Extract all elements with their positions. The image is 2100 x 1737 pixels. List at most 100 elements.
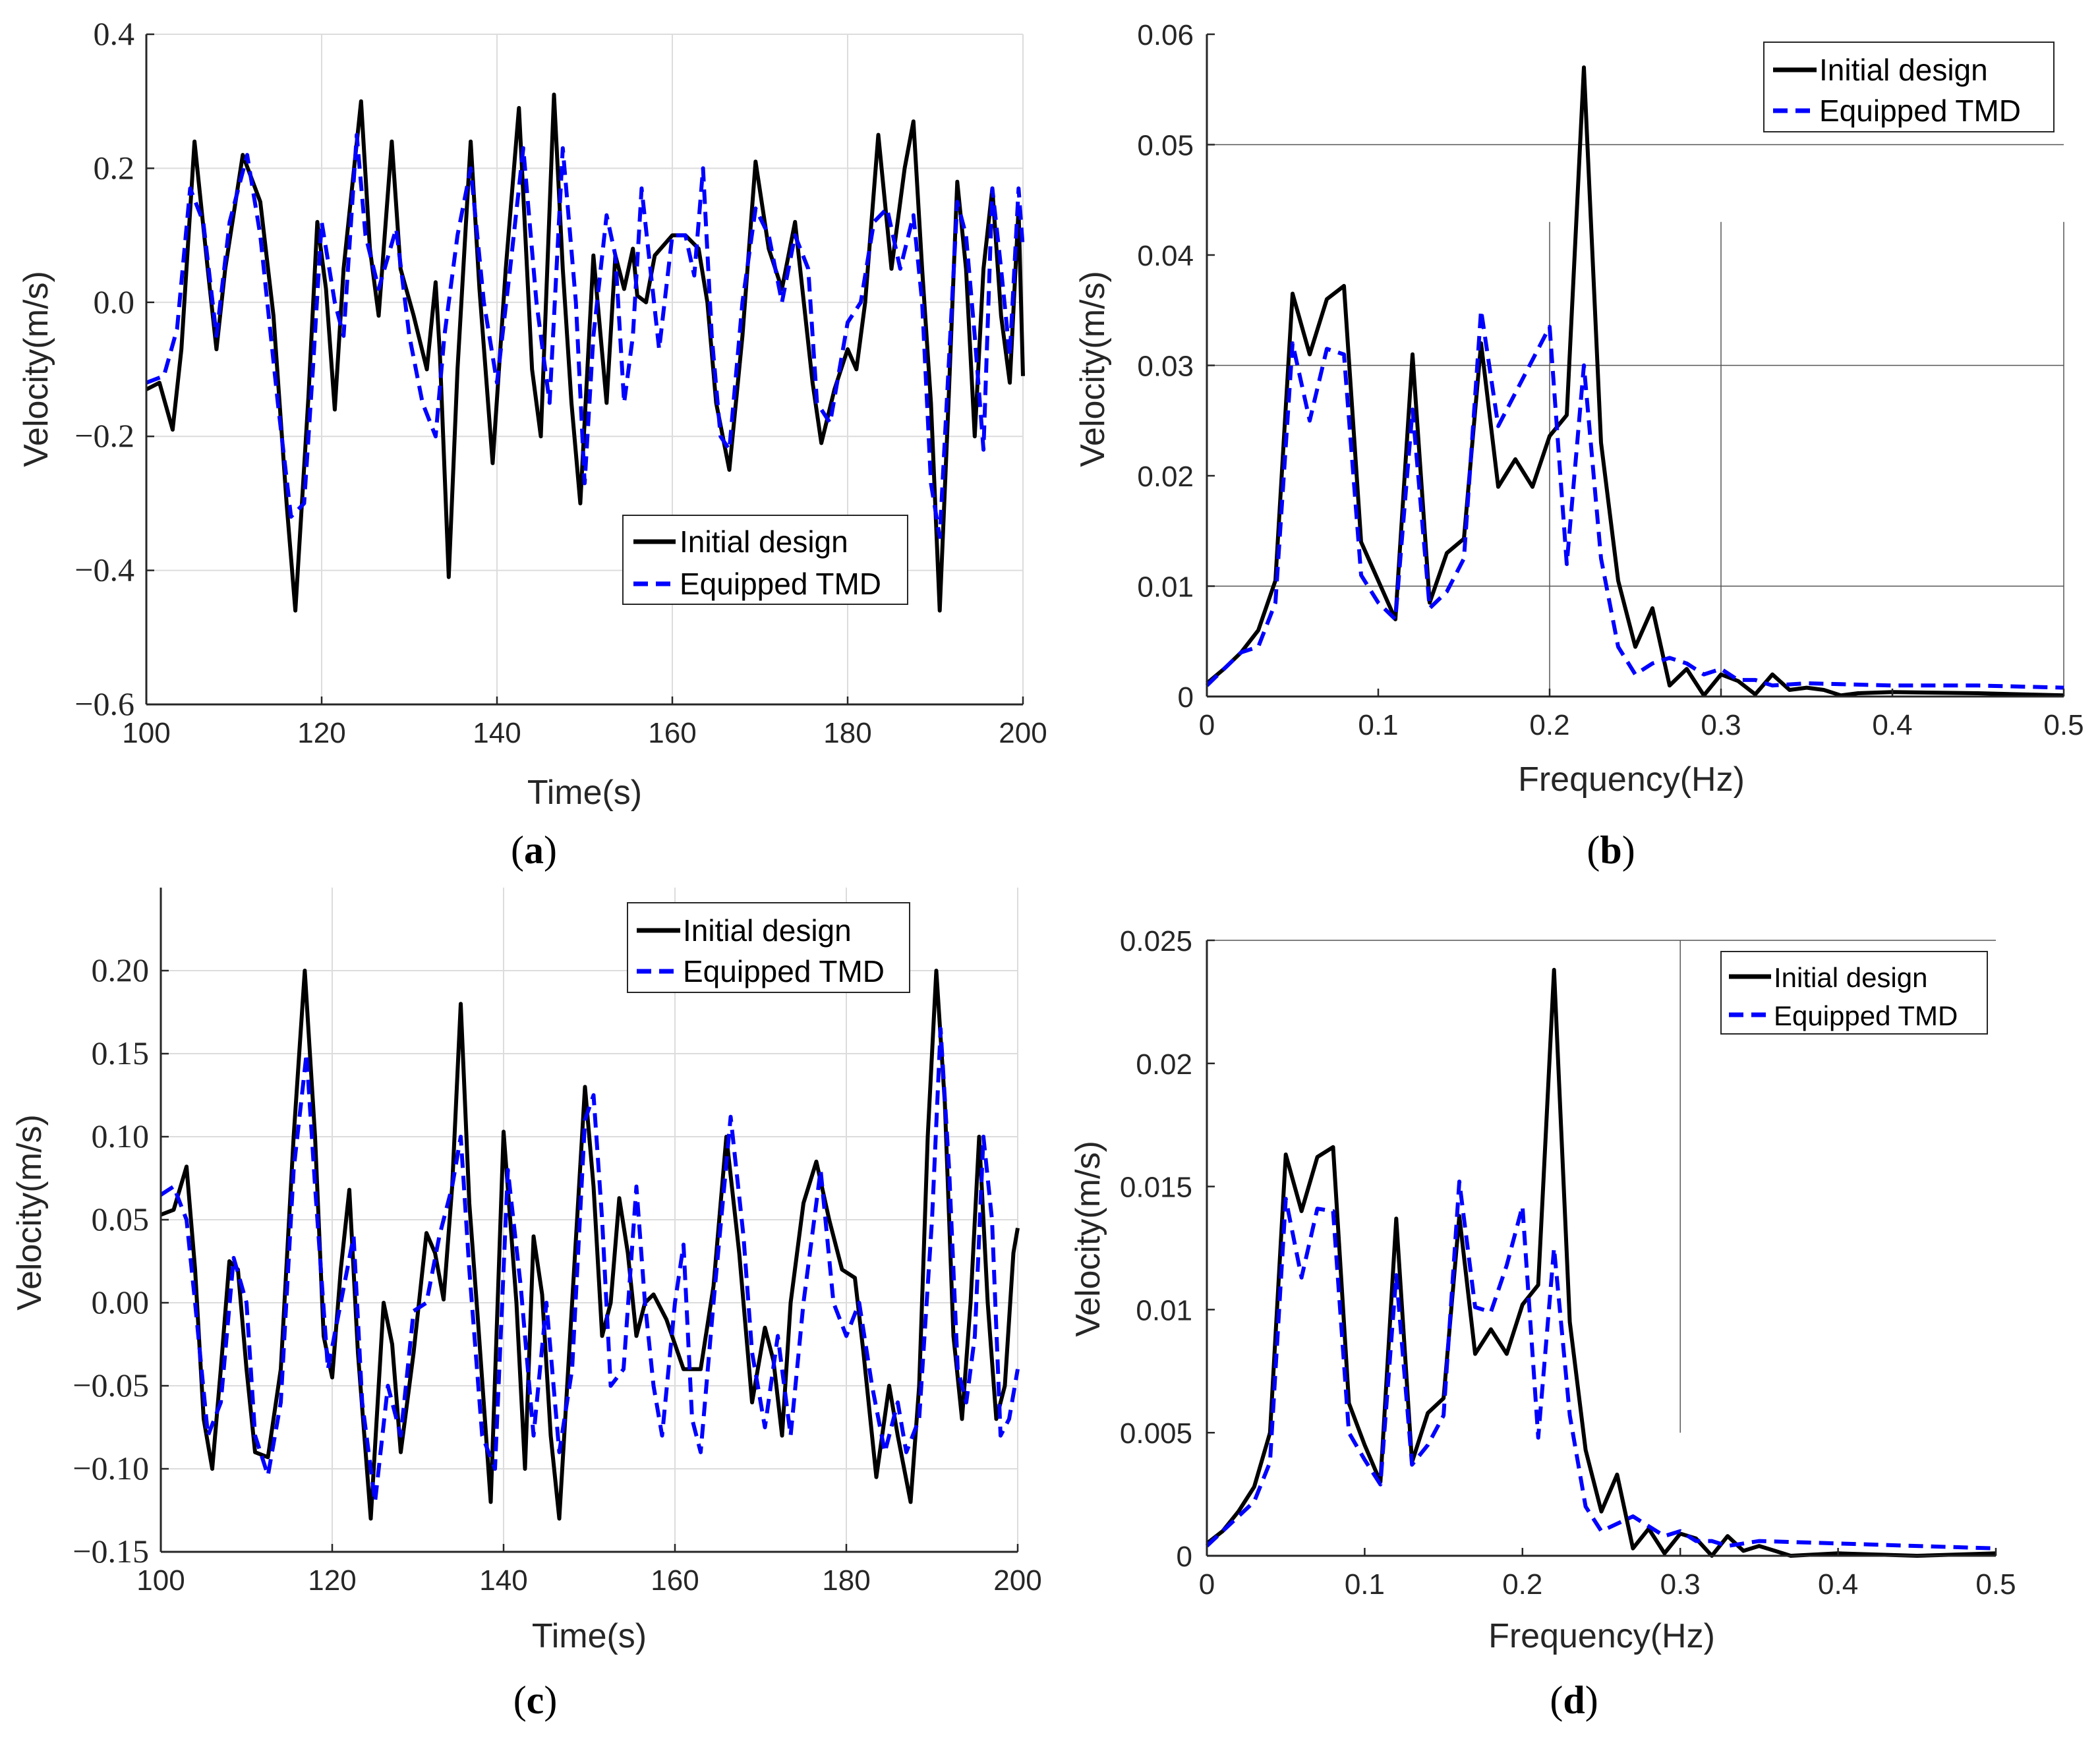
- caption-c: (c): [513, 1678, 558, 1722]
- axes-d: [1206, 940, 1996, 1557]
- x-tick-label-d-2: 0.2: [1502, 1568, 1542, 1601]
- ticks-b: 0 0.1 0.2 0.3 0.4 0.5 0 0.01 0.02 0.03 0.04 0.05 0.0…: [1137, 19, 2084, 741]
- legend-label-tmd-d: Equipped TMD: [1774, 1000, 1958, 1031]
- legend-label-tmd-b: Equipped TMD: [1819, 94, 2021, 128]
- x-tick-label-b-2: 0.2: [1529, 709, 1569, 741]
- axes-a: [145, 34, 1023, 706]
- x-tick-label-a-1: 120: [297, 717, 345, 749]
- panel-b: 0 0.1 0.2 0.3 0.4 0.5 0 0.01 0.02 0.03 0.04 0.05 0.0…: [1074, 19, 2084, 872]
- caption-letter-c: c: [527, 1678, 544, 1722]
- y-tick-label-c-4: 0.05: [92, 1201, 150, 1238]
- legend-d: Initial design Equipped TMD: [1720, 951, 1988, 1035]
- legend-a: Initial design Equipped TMD: [622, 515, 908, 605]
- y-tick-label-c-3: 0.00: [92, 1284, 150, 1321]
- legend-b: Initial design Equipped TMD: [1763, 42, 2055, 132]
- ticks-c: 100 120 140 160 180 200 −0.15 −0.10 −0.05 0.00 0.0…: [73, 952, 1041, 1597]
- series-initial-design-d: [1206, 967, 1997, 1558]
- ticks-a: 100 120 140 160 180 200 −0.6 −0.4 −0.2 0.0 0.2 0.4: [74, 15, 1047, 749]
- series-group-a: [145, 92, 1025, 613]
- x-axis-label-b: Frequency(Hz): [1518, 760, 1745, 799]
- y-axis-label-a: Velocity(m/s): [17, 271, 55, 467]
- series-initial-design-a: [145, 92, 1025, 613]
- ticks-d: 0 0.1 0.2 0.3 0.4 0.5 0 0.005 0.01 0.015 0.02 0.025: [1120, 925, 2016, 1601]
- x-tick-label-b-0: 0: [1199, 709, 1215, 741]
- legend-box-b: [1763, 42, 2055, 132]
- y-tick-label-b-0: 0: [1178, 681, 1194, 714]
- y-tick-label-a-0: −0.6: [74, 685, 134, 722]
- y-tick-label-c-5: 0.10: [92, 1118, 150, 1154]
- y-tick-label-d-5: 0.025: [1120, 925, 1192, 957]
- x-axis-label-c: Time(s): [532, 1617, 647, 1655]
- panel-d: 0 0.1 0.2 0.3 0.4 0.5 0 0.005 0.01 0.015 0.02 0.025…: [1069, 925, 2016, 1722]
- x-tick-label-b-1: 0.1: [1358, 709, 1398, 741]
- y-tick-label-b-3: 0.03: [1137, 351, 1194, 383]
- x-tick-label-d-3: 0.3: [1660, 1568, 1701, 1601]
- caption-b: (b): [1587, 828, 1635, 872]
- panel-a: 100 120 140 160 180 200−0.6−0.4−0.20.00.20.4 …: [17, 15, 1047, 872]
- y-tick-label-c-0: −0.15: [73, 1533, 149, 1570]
- caption-a: (a): [511, 828, 557, 872]
- legend-label-initial-a: Initial design: [680, 525, 848, 559]
- y-tick-label-d-3: 0.015: [1120, 1172, 1192, 1204]
- y-tick-label-c-2: −0.05: [73, 1367, 149, 1404]
- legend-label-initial-c: Initial design: [683, 913, 852, 948]
- series-equipped-tmd-a: [145, 132, 1025, 539]
- caption-d: (d): [1550, 1678, 1598, 1722]
- y-tick-label-a-1: −0.4: [74, 552, 134, 588]
- y-tick-label-d-0: 0: [1177, 1541, 1192, 1573]
- y-tick-label-b-4: 0.04: [1137, 240, 1194, 272]
- y-tick-label-b-5: 0.05: [1137, 130, 1194, 162]
- x-tick-label-c-0: 100: [136, 1564, 185, 1597]
- caption-letter-b: b: [1600, 828, 1621, 872]
- x-tick-label-c-3: 160: [651, 1564, 699, 1597]
- x-tick-label-d-5: 0.5: [1975, 1568, 2016, 1601]
- y-axis-label-c: Velocity(m/s): [11, 1114, 49, 1311]
- y-tick-label-c-7: 0.20: [92, 952, 150, 988]
- x-axis-label-a: Time(s): [527, 774, 642, 812]
- series-group-d: [1205, 967, 1997, 1558]
- x-tick-label-a-0: 100: [122, 717, 170, 749]
- x-tick-label-b-3: 0.3: [1701, 709, 1741, 741]
- legend-box-d: [1720, 951, 1988, 1035]
- y-tick-label-c-1: −0.10: [73, 1450, 149, 1487]
- series-equipped-tmd-b: [1205, 308, 2064, 690]
- legend-box-c: [627, 902, 910, 993]
- y-tick-label-a-5: 0.4: [94, 15, 135, 52]
- legend-c: Initial design Equipped TMD: [627, 902, 910, 993]
- x-tick-label-a-4: 180: [823, 717, 871, 749]
- legend-label-tmd-a: Equipped TMD: [680, 567, 881, 601]
- y-tick-label-b-1: 0.01: [1137, 571, 1194, 604]
- grid-d: [1207, 940, 1996, 1433]
- x-tick-label-a-3: 160: [648, 717, 696, 749]
- caption-letter-d: d: [1563, 1678, 1585, 1722]
- x-tick-label-c-5: 200: [993, 1564, 1041, 1597]
- x-tick-label-c-2: 140: [479, 1564, 527, 1597]
- series-equipped-tmd-d: [1205, 1180, 1997, 1551]
- y-tick-label-a-2: −0.2: [74, 417, 134, 454]
- y-tick-label-b-6: 0.06: [1137, 19, 1194, 51]
- series-initial-design-c: [160, 969, 1020, 1521]
- x-tick-label-c-1: 120: [308, 1564, 356, 1597]
- x-tick-label-d-4: 0.4: [1818, 1568, 1858, 1601]
- y-tick-label-a-4: 0.2: [94, 149, 135, 186]
- y-tick-label-d-2: 0.01: [1136, 1294, 1192, 1326]
- y-tick-label-d-1: 0.005: [1120, 1417, 1192, 1450]
- y-axis-label-b: Velocity(m/s): [1074, 271, 1112, 467]
- x-tick-label-b-5: 0.5: [2043, 709, 2084, 741]
- x-tick-label-b-4: 0.4: [1872, 709, 1912, 741]
- legend-label-tmd-c: Equipped TMD: [683, 954, 885, 988]
- y-tick-label-a-3: 0.0: [94, 283, 135, 320]
- legend-label-initial-b: Initial design: [1819, 53, 1988, 87]
- x-tick-label-d-1: 0.1: [1345, 1568, 1385, 1601]
- x-tick-label-a-5: 200: [999, 717, 1047, 749]
- x-tick-label-c-4: 180: [822, 1564, 870, 1597]
- panel-c: 100 120 140 160 180 200 −0.15 −0.10 −0.05 0.00 0.0…: [11, 888, 1042, 1722]
- x-tick-label-d-0: 0: [1199, 1568, 1215, 1601]
- caption-letter-a: a: [524, 828, 544, 872]
- y-tick-label-d-4: 0.02: [1136, 1048, 1192, 1081]
- series-group-c: [160, 969, 1020, 1521]
- series-group-b: [1205, 65, 2064, 698]
- legend-label-initial-d: Initial design: [1774, 962, 1927, 993]
- y-axis-label-d: Velocity(m/s): [1069, 1141, 1107, 1337]
- x-tick-label-a-2: 140: [473, 717, 521, 749]
